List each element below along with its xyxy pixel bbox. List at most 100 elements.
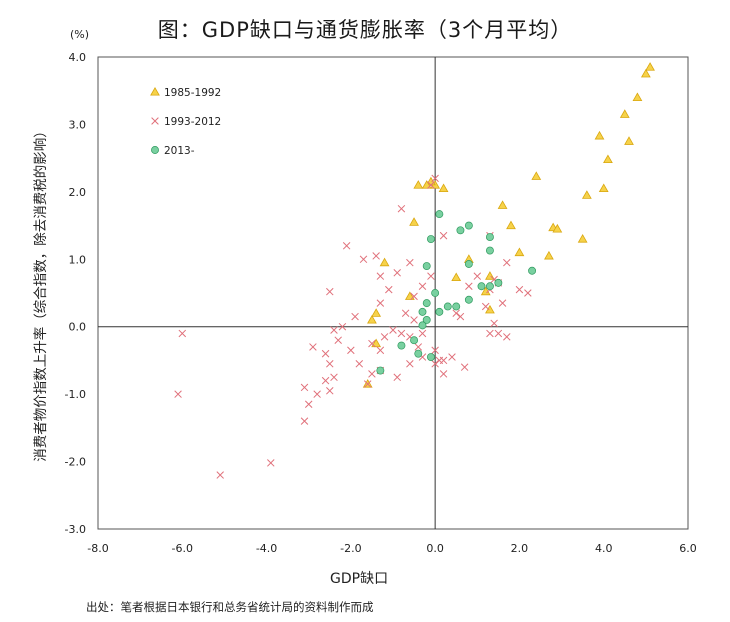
point-1985-1992 [413,180,424,189]
point-2013 [422,262,431,270]
point-1993-2012 [300,383,309,392]
legend-marker [150,86,160,96]
point-1993-2012 [481,302,490,311]
point-1993-2012 [300,417,309,425]
point-1993-2012 [385,285,393,294]
point-1993-2012 [397,329,406,338]
point-1993-2012 [363,380,372,388]
point-2013 [477,282,486,291]
point-1993-2012 [410,316,418,324]
point-1993-2012 [342,242,351,250]
point-2013 [464,221,473,230]
x-tick-label: 0.0 [426,542,444,555]
point-1993-2012 [490,319,498,328]
point-1993-2012 [448,353,456,361]
point-2013 [422,299,431,308]
point-2013 [435,307,444,316]
point-1985-1992 [371,338,382,348]
point-2013 [528,266,537,275]
y-tick-label: 2.0 [69,186,87,199]
point-1985-1992 [379,257,390,267]
point-1993-2012 [355,360,364,368]
point-1985-1992 [506,220,516,230]
point-1993-2012 [393,373,401,382]
point-1985-1992 [497,200,508,209]
point-1993-2012 [401,309,410,317]
point-1985-1992 [404,291,415,300]
x-tick-label: 6.0 [679,542,697,555]
y-tick-label: -1.0 [65,388,86,401]
point-1985-1992 [598,183,609,193]
point-1993-2012 [503,333,511,341]
point-1985-1992 [619,109,630,118]
point-1985-1992 [544,250,554,260]
point-1985-1992 [438,183,449,193]
point-1993-2012 [326,287,334,296]
point-1993-2012 [368,339,376,348]
point-1993-2012 [414,343,423,351]
point-1993-2012 [380,333,389,341]
point-1993-2012 [347,346,355,355]
legend-marker [151,117,159,125]
point-1993-2012 [338,322,347,331]
x-tick-label: -6.0 [172,542,193,555]
legend-label: 1993-2012 [164,116,221,128]
point-2013 [464,295,473,304]
point-2013 [485,282,494,291]
point-1993-2012 [406,360,414,368]
point-1993-2012 [351,312,359,321]
point-1993-2012 [334,336,342,344]
point-1993-2012 [313,390,321,398]
point-2013 [485,246,494,255]
point-1985-1992 [485,304,495,314]
point-1985-1992 [594,130,605,140]
y-tick-label: 0.0 [69,321,87,334]
point-1993-2012 [439,356,448,365]
point-1993-2012 [321,349,330,358]
point-1993-2012 [376,272,385,280]
point-1993-2012 [406,258,414,267]
point-1993-2012 [431,360,439,368]
point-2013 [452,302,461,311]
point-2013 [397,341,406,350]
legend-label: 2013- [164,145,195,157]
x-axis-label: GDP缺口 [330,571,389,587]
chart-title: 图：GDP缺口与通货膨胀率（3个月平均） [157,18,573,42]
point-1993-2012 [427,181,435,189]
point-2013 [494,278,503,287]
point-1993-2012 [431,174,439,183]
point-1993-2012 [372,252,380,260]
point-1993-2012 [515,285,524,294]
y-tick-label: -3.0 [65,523,86,536]
point-1993-2012 [431,346,439,355]
point-1985-1992 [421,180,432,189]
point-1993-2012 [460,363,469,371]
point-1985-1992 [371,308,382,317]
point-1993-2012 [486,329,494,338]
point-2013 [431,289,440,297]
point-2013 [456,226,465,235]
point-1993-2012 [330,373,338,382]
point-2013 [376,366,385,375]
point-1993-2012 [304,400,313,409]
point-2013 [426,235,435,244]
point-1985-1992 [577,234,588,243]
point-2013 [485,233,494,241]
legend-marker [151,146,159,154]
point-1993-2012 [452,309,460,317]
x-tick-label: 4.0 [595,542,613,555]
x-tick-label: -2.0 [340,542,361,555]
point-1993-2012 [465,282,473,291]
point-2013 [422,316,431,324]
point-1993-2012 [330,326,338,334]
plot-frame [97,56,689,530]
point-1985-1992 [451,272,462,282]
point-2013 [410,336,419,345]
point-1993-2012 [389,326,397,334]
point-1985-1992 [581,190,592,199]
point-2013 [435,210,444,219]
point-2013 [426,353,435,362]
point-1993-2012 [473,272,482,280]
point-1993-2012 [418,282,427,291]
